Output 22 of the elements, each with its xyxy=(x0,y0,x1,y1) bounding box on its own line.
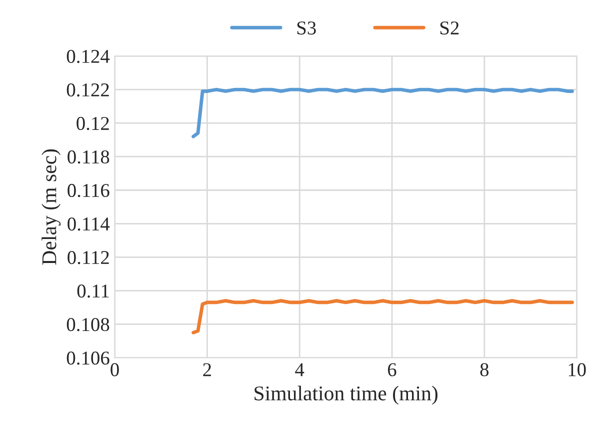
y-tick-label: 0.116 xyxy=(68,184,110,198)
legend-label: S3 xyxy=(297,22,316,35)
y-tick-label: 0.118 xyxy=(68,150,110,164)
x-tick-label: 0 xyxy=(110,363,119,376)
y-tick-label: 0.114 xyxy=(68,217,110,231)
y-tick-label: 0.106 xyxy=(66,352,110,365)
x-tick-label: 4 xyxy=(295,363,304,376)
x-tick-label: 6 xyxy=(388,363,396,376)
y-tick-label: 0.124 xyxy=(66,50,110,64)
legend-label: S2 xyxy=(440,22,459,35)
line-series xyxy=(192,88,574,138)
line-series xyxy=(192,299,574,334)
y-tick-label: 0.12 xyxy=(76,116,109,130)
x-axis-title: Simulation time (min) xyxy=(254,386,438,405)
x-tick-label: 8 xyxy=(480,363,489,376)
y-tick-label: 0.108 xyxy=(66,318,110,332)
x-tick-label: 2 xyxy=(203,363,211,376)
x-tick-label: 10 xyxy=(568,363,586,376)
y-tick-label: 0.112 xyxy=(68,250,109,264)
y-tick-label: 0.11 xyxy=(77,284,109,298)
y-axis-title: Delay (m sec) xyxy=(42,149,61,265)
y-tick-label: 0.122 xyxy=(66,83,109,97)
